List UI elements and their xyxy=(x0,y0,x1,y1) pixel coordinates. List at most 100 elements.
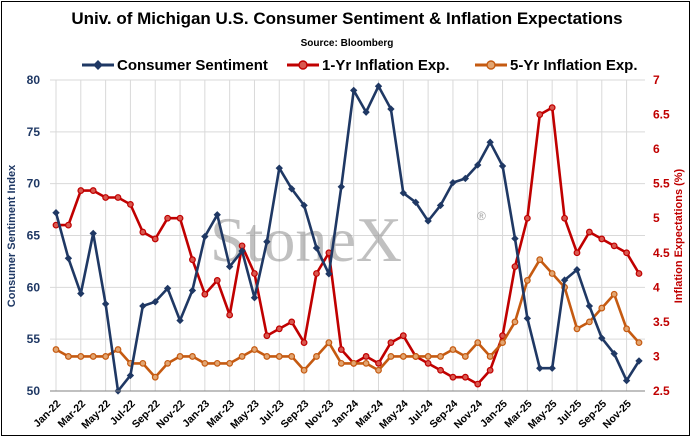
data-point-marker xyxy=(461,353,469,360)
legend-circle-icon xyxy=(298,60,308,70)
data-point-marker xyxy=(387,105,395,113)
data-point-marker xyxy=(189,353,196,360)
y-tick-left-label: 65 xyxy=(27,229,41,243)
data-point-marker xyxy=(375,359,382,367)
data-point-marker xyxy=(263,238,271,246)
data-point-marker xyxy=(188,286,197,295)
y-tick-left-label: 80 xyxy=(27,73,41,87)
data-point-marker xyxy=(511,234,519,243)
data-point-marker xyxy=(251,270,258,277)
data-point-marker xyxy=(65,221,72,229)
data-point-marker xyxy=(139,359,147,367)
data-point-marker xyxy=(424,359,432,367)
data-point-marker xyxy=(499,339,506,347)
data-point-marker xyxy=(238,353,246,360)
data-point-marker xyxy=(101,300,110,308)
data-point-marker xyxy=(288,353,296,360)
x-tick-label: Nov-23 xyxy=(303,398,336,431)
data-point-marker xyxy=(573,266,581,274)
data-point-marker xyxy=(362,359,370,367)
data-point-marker xyxy=(387,339,395,347)
data-point-marker xyxy=(399,353,407,360)
data-point-marker xyxy=(573,325,581,333)
data-point-marker xyxy=(610,290,618,298)
legend-circle-icon xyxy=(486,60,496,70)
data-point-marker xyxy=(474,161,482,169)
series-5-yr-inflation-exp xyxy=(52,256,643,381)
data-point-marker xyxy=(77,187,85,194)
data-point-marker xyxy=(52,209,60,217)
data-point-marker xyxy=(213,359,221,367)
data-point-marker xyxy=(114,194,122,201)
data-point-marker xyxy=(251,346,258,353)
data-point-marker xyxy=(548,364,556,372)
data-point-marker xyxy=(635,339,643,347)
data-point-marker xyxy=(387,353,395,360)
data-point-marker xyxy=(511,318,519,326)
data-point-marker xyxy=(325,270,333,278)
data-point-marker xyxy=(201,290,209,298)
data-point-marker xyxy=(573,249,581,257)
data-point-marker xyxy=(189,256,196,264)
data-point-marker xyxy=(263,332,271,340)
data-point-marker xyxy=(102,353,110,360)
x-tick-label: Nov-24 xyxy=(452,398,485,431)
data-point-marker xyxy=(424,353,432,360)
data-point-marker xyxy=(89,353,97,360)
data-point-marker xyxy=(523,277,531,284)
data-point-marker xyxy=(536,364,544,372)
chart-title: Univ. of Michigan U.S. Consumer Sentimen… xyxy=(71,9,622,28)
data-point-marker xyxy=(548,270,556,277)
data-point-marker xyxy=(486,366,494,374)
data-point-marker xyxy=(585,302,594,310)
data-point-marker xyxy=(226,311,234,319)
data-point-marker xyxy=(102,194,110,201)
data-point-marker xyxy=(399,189,407,197)
data-point-marker xyxy=(164,214,172,222)
legend-label: 5-Yr Inflation Exp. xyxy=(510,57,638,74)
data-point-marker xyxy=(151,298,159,306)
legend-label: 1-Yr Inflation Exp. xyxy=(322,57,450,74)
data-point-marker xyxy=(536,256,544,264)
y-axis-left-label: Consumer Sentiment Index xyxy=(6,164,18,307)
y-tick-left-label: 55 xyxy=(27,332,41,346)
data-point-marker xyxy=(337,359,345,367)
data-point-marker xyxy=(114,346,122,353)
data-point-marker xyxy=(598,304,606,312)
data-point-marker xyxy=(598,235,606,243)
data-point-marker xyxy=(213,277,221,284)
y-tick-right-label: 6.5 xyxy=(653,108,670,122)
data-point-marker xyxy=(89,187,97,194)
data-point-marker xyxy=(374,82,383,90)
data-point-marker xyxy=(226,359,234,367)
watermark-registered-mark: ® xyxy=(477,209,486,223)
data-point-marker xyxy=(64,254,73,262)
y-tick-left-label: 75 xyxy=(27,125,41,139)
data-point-marker xyxy=(449,373,457,381)
data-point-marker xyxy=(461,174,470,183)
data-point-marker xyxy=(65,353,72,360)
data-point-marker xyxy=(176,214,184,222)
series-lines xyxy=(52,82,643,395)
y-tick-right-label: 4 xyxy=(653,280,660,294)
y-tick-right-label: 3.5 xyxy=(653,315,670,329)
data-point-marker xyxy=(89,229,97,238)
y-tick-right-label: 6 xyxy=(653,142,660,156)
data-point-marker xyxy=(610,350,618,358)
y-tick-right-label: 5 xyxy=(653,211,660,225)
legend-label: Consumer Sentiment xyxy=(117,57,268,74)
x-tick-label: Nov-25 xyxy=(601,398,634,431)
data-point-marker xyxy=(623,249,630,257)
data-point-marker xyxy=(598,334,606,342)
y-tick-right-label: 2.5 xyxy=(653,384,670,398)
data-point-marker xyxy=(52,346,60,353)
data-point-marker xyxy=(263,353,271,360)
data-point-marker xyxy=(523,214,531,222)
data-point-marker xyxy=(300,339,308,347)
legend: Consumer Sentiment 1-Yr Inflation Exp. 5-Y… xyxy=(82,57,638,74)
data-point-marker xyxy=(313,270,320,277)
data-point-marker xyxy=(474,339,482,347)
data-point-marker xyxy=(313,353,320,360)
series-line xyxy=(55,258,640,379)
data-point-marker xyxy=(225,262,234,271)
